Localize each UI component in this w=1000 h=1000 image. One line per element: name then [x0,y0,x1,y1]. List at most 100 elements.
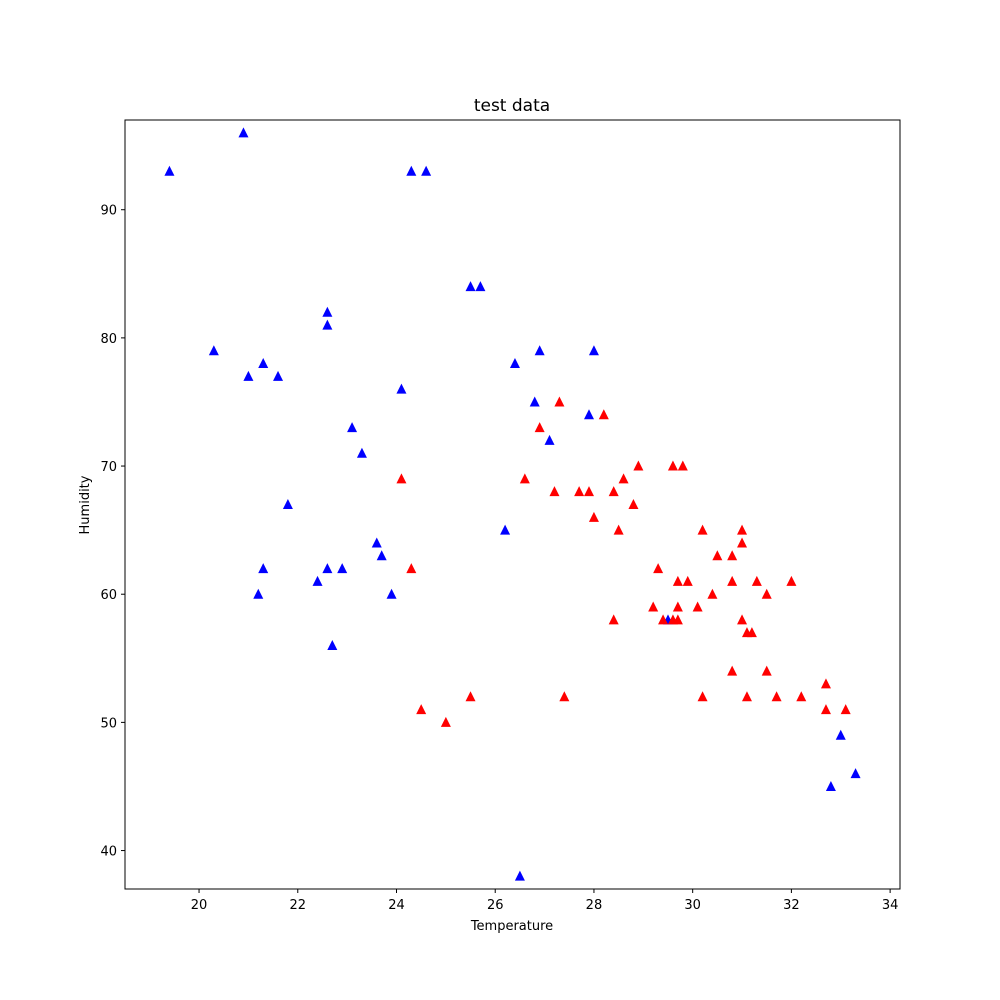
x-tick-label: 22 [289,898,306,913]
data-point-series-2 [440,716,451,727]
data-point-series-1 [544,434,555,445]
data-point-series-2 [465,691,476,702]
chart-title: test data [474,96,550,116]
data-point-series-2 [741,691,752,702]
data-point-series-2 [648,601,659,612]
data-point-series-1 [371,537,382,548]
data-point-series-2 [559,691,570,702]
x-tick-label: 26 [487,898,504,913]
data-point-series-2 [549,486,560,497]
data-point-series-1 [835,729,846,740]
data-point-series-1 [500,524,511,535]
data-point-series-2 [618,473,629,484]
y-axis-label: Humidity [78,475,93,534]
data-point-series-1 [850,768,861,779]
x-tick-label: 28 [586,898,603,913]
data-point-series-2 [534,422,545,433]
data-point-series-1 [253,588,264,599]
data-point-series-2 [771,691,782,702]
data-point-series-1 [258,563,269,574]
data-point-series-2 [653,563,664,574]
data-point-series-2 [608,614,619,625]
data-point-series-2 [707,588,718,599]
data-point-series-2 [746,627,757,638]
data-point-series-2 [613,524,624,535]
data-point-series-1 [164,165,175,176]
data-point-series-1 [421,165,432,176]
data-point-series-1 [322,306,333,317]
data-point-series-2 [840,704,851,715]
data-point-series-1 [465,281,476,292]
data-point-series-1 [514,870,525,881]
data-point-series-2 [672,575,683,586]
data-point-series-2 [584,486,595,497]
data-point-series-2 [554,396,565,407]
data-point-series-1 [509,358,520,369]
y-tick-label: 60 [100,588,117,603]
data-point-series-2 [796,691,807,702]
x-tick-label: 20 [191,898,208,913]
data-point-series-2 [667,460,678,471]
data-point-series-1 [356,447,367,458]
data-point-series-2 [820,704,831,715]
data-point-series-2 [761,665,772,676]
data-point-series-2 [727,550,738,561]
data-point-series-2 [672,601,683,612]
data-point-series-2 [608,486,619,497]
data-point-series-1 [825,780,836,791]
x-tick-label: 30 [684,898,701,913]
y-tick-label: 90 [100,204,117,219]
data-point-series-2 [737,524,748,535]
data-point-series-1 [386,588,397,599]
data-point-series-1 [337,563,348,574]
data-point-series-2 [416,704,427,715]
data-point-series-1 [588,345,599,356]
y-tick-label: 50 [100,716,117,731]
plot-frame [124,119,901,890]
data-point-series-2 [588,511,599,522]
data-point-series-1 [208,345,219,356]
data-point-series-2 [727,665,738,676]
data-point-series-2 [697,524,708,535]
data-point-series-2 [786,575,797,586]
data-point-series-2 [658,614,669,625]
x-tick-label: 32 [783,898,800,913]
data-point-series-1 [396,383,407,394]
data-point-series-2 [682,575,693,586]
data-point-series-1 [327,639,338,650]
y-axis-ticks: 40 50 60 70 80 90 [100,204,125,860]
data-point-series-2 [406,563,417,574]
data-point-series-2 [737,537,748,548]
data-point-series-1 [347,422,358,433]
data-point-series-1 [406,165,417,176]
data-point-series-2 [751,575,762,586]
data-point-series-1 [243,370,254,381]
data-point-series-1 [534,345,545,356]
data-point-series-2 [672,614,683,625]
y-tick-label: 40 [100,845,117,860]
data-point-series-2 [519,473,530,484]
data-point-series-2 [761,588,772,599]
data-point-series-1 [475,281,486,292]
data-point-series-2 [820,678,831,689]
x-tick-label: 34 [882,898,899,913]
data-point-series-1 [376,550,387,561]
data-point-series-1 [529,396,540,407]
data-point-series-2 [727,575,738,586]
data-point-series-2 [633,460,644,471]
data-points [164,127,861,881]
x-tick-label: 24 [388,898,405,913]
data-point-series-1 [258,358,269,369]
data-point-series-1 [282,499,293,509]
data-point-series-2 [396,473,407,484]
data-point-series-2 [677,460,688,471]
x-axis-ticks: 20 22 24 26 28 30 32 34 [191,889,899,913]
data-point-series-2 [598,409,609,420]
data-point-series-1 [584,409,595,420]
data-point-series-2 [692,601,703,612]
data-point-series-2 [697,691,708,702]
x-axis-label: Temperature [470,919,553,934]
data-point-series-1 [238,127,249,138]
data-point-series-1 [322,319,333,330]
